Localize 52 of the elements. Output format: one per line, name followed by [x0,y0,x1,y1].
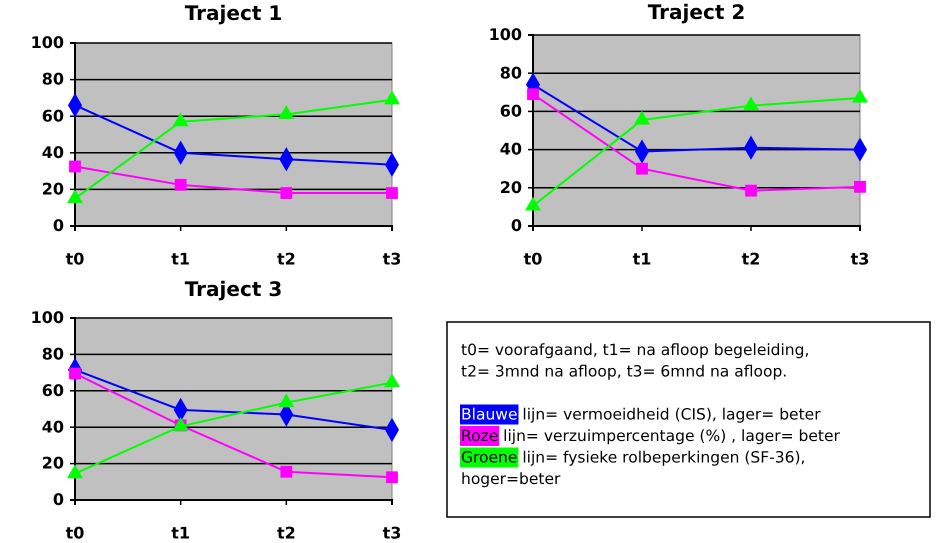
point [527,88,539,100]
x-tick-label: t1 [171,523,190,542]
point [636,162,648,175]
text: t0= voorafgaand, t1= na afloop begeleiding, [461,341,810,359]
y-tick-label: 20 [42,180,64,199]
x-tick-label: t1 [171,249,190,268]
x-tick-label: t2 [276,249,296,268]
x-tick-label: t0 [66,523,84,542]
point [745,184,757,197]
x-tick-label: t2 [276,523,296,542]
point [69,160,81,172]
x-tick-label: t0 [524,249,542,268]
point [854,180,866,193]
y-tick-label: 100 [30,308,64,328]
x-tick-label: t3 [382,523,402,542]
chart-title: Traject 2 [648,0,746,24]
y-tick-label: 60 [500,102,522,121]
y-tick-label: 100 [30,33,64,52]
text: Blauwe lijn= vermoeidheid (CIS), lager= beter [461,406,822,424]
point [174,178,187,191]
y-tick-label: 40 [42,417,64,436]
y-tick-label: 40 [42,142,64,162]
y-tick-label: 100 [488,25,522,44]
y-tick-label: 80 [500,63,522,82]
y-tick-label: 80 [42,70,64,89]
x-tick-label: t3 [382,249,402,268]
y-tick-label: 20 [42,454,64,473]
y-tick-label: 0 [52,216,64,236]
y-tick-label: 0 [52,490,64,510]
point [386,471,398,484]
y-tick-label: 60 [42,106,64,126]
point [280,187,292,199]
text: hoger=beter [461,470,562,488]
text: Roze lijn= verzuimpercentage (%) , lager= beter [461,427,840,445]
point [386,187,398,199]
x-tick-label: t2 [742,249,760,268]
chart-title: Traject 3 [184,277,282,301]
chart-title: Traject 1 [184,1,282,25]
y-tick-label: 20 [500,178,522,197]
y-tick-label: 60 [42,380,64,400]
y-tick-label: 0 [510,216,522,236]
point [384,90,400,104]
y-tick-label: 40 [500,140,522,159]
x-tick-label: t1 [632,249,652,268]
x-tick-label: t0 [66,249,84,268]
point [278,105,294,119]
point [172,112,189,126]
y-tick-label: 80 [42,344,64,364]
text: t2= 3mnd na afloop, t3= 6mnd na afloop. [461,362,788,380]
text: Groene lijn= fysieke rolbeperkingen (SF-36), [461,448,806,466]
x-tick-label: t3 [850,249,870,268]
point [280,466,292,478]
